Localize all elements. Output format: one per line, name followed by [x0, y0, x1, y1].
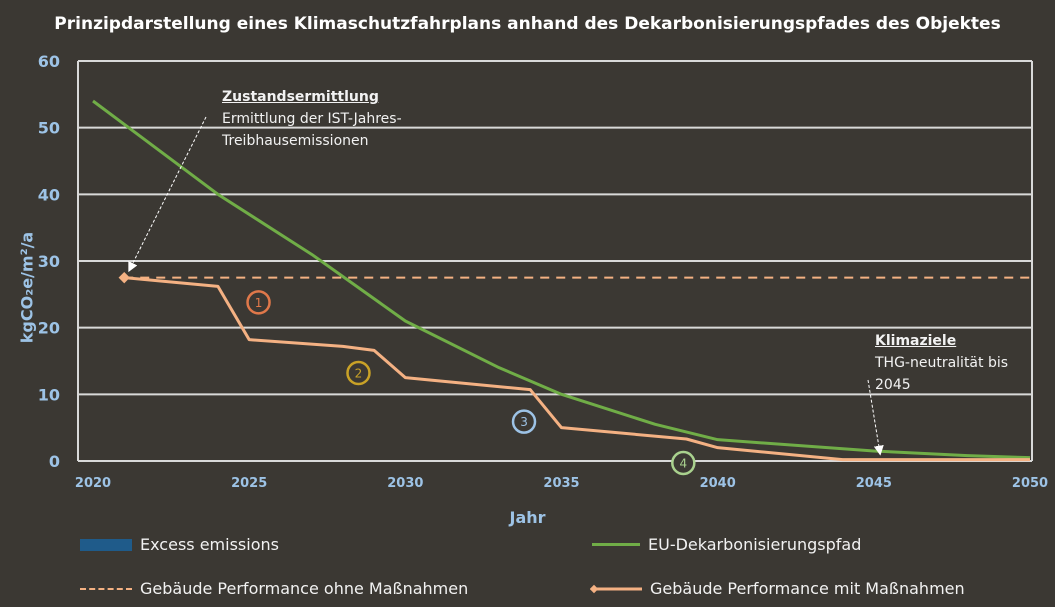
- legend-item-mit: Gebäude Performance mit Maßnahmen: [590, 579, 965, 598]
- y-tick-label: 40: [38, 185, 60, 204]
- legend-item-ohne: Gebäude Performance ohne Maßnahmen: [80, 579, 468, 598]
- step-marker-circle: [246, 290, 271, 315]
- annotation-line: Treibhausemissionen: [222, 133, 369, 149]
- series-line-3: [124, 276, 1030, 462]
- annotation-arrow: [867, 379, 884, 456]
- x-tick-label: 2035: [543, 476, 579, 491]
- y-axis-label: kgCO₂e/m²/a: [17, 231, 37, 344]
- step-marker-label: 3: [520, 415, 528, 429]
- legend-item-eu: EU-Dekarbonisierungspfad: [592, 535, 861, 554]
- y-tick-label: 50: [38, 119, 60, 138]
- annotation-heading: Zustandsermittlung: [222, 89, 379, 105]
- step-marker-label: 1: [255, 296, 263, 310]
- legend-item-excess: Excess emissions: [80, 535, 279, 554]
- x-tick-label: 2040: [700, 476, 736, 491]
- annotation-line: THG-neutralität bis: [875, 355, 1009, 371]
- legend-swatch: [592, 543, 640, 546]
- x-axis-label: Jahr: [509, 508, 546, 527]
- x-tick-label: 2030: [387, 476, 423, 491]
- step-marker-label: 2: [355, 367, 363, 381]
- x-tick-label: 2020: [75, 476, 111, 491]
- legend-label: EU-Dekarbonisierungspfad: [648, 535, 862, 554]
- annotation-heading: Klimaziele: [875, 333, 957, 349]
- chart-title: Prinzipdarstellung eines Klimaschutzfahr…: [54, 14, 1001, 34]
- annotation-line: Ermittlung der IST-Jahres-: [222, 111, 402, 127]
- step-marker-circle: [671, 450, 696, 476]
- legend-swatch: [590, 584, 642, 593]
- series-line-1: [92, 99, 1031, 460]
- annotation-zustandsermittlung: Zustandsermittlung Ermittlung der IST-Ja…: [222, 86, 402, 152]
- step-marker-label: 4: [679, 457, 687, 471]
- annotation-arrow: [128, 116, 207, 273]
- x-tick-label: 2045: [856, 476, 892, 491]
- y-tick-label: 10: [38, 385, 60, 404]
- step-marker-circle: [511, 409, 537, 434]
- y-tick-label: 60: [38, 52, 60, 71]
- legend-label: Gebäude Performance ohne Maßnahmen: [140, 579, 469, 598]
- y-tick-label: 30: [38, 252, 60, 271]
- y-tick-label: 20: [38, 319, 60, 338]
- data-point-diamond: [118, 272, 130, 284]
- annotation-klimaziele: Klimaziele THG-neutralität bis 2045: [875, 330, 1008, 396]
- legend-label: Gebäude Performance mit Maßnahmen: [650, 579, 965, 598]
- x-tick-label: 2050: [1012, 476, 1048, 491]
- step-marker-circle: [346, 360, 371, 386]
- y-tick-label: 0: [49, 452, 60, 471]
- annotation-line: 2045: [875, 377, 911, 393]
- legend-swatch: [80, 538, 132, 551]
- legend-swatch: [80, 587, 132, 590]
- x-tick-label: 2025: [231, 476, 267, 491]
- legend-label: Excess emissions: [140, 535, 279, 554]
